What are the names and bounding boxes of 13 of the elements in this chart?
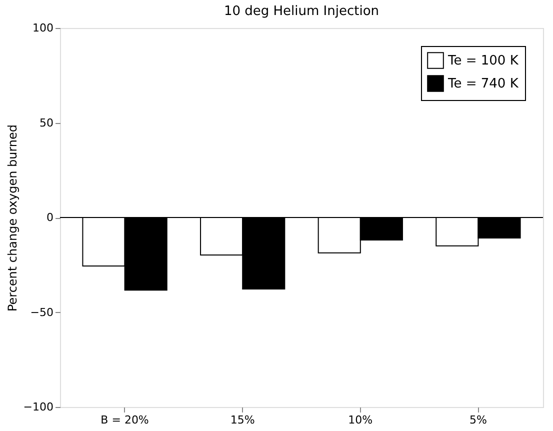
y-tick-label: 100 [32,22,54,34]
y-tick-label: 50 [40,116,54,130]
legend-label: Te = 740 K [447,76,519,92]
y-tick-label: 0 [46,211,54,224]
x-tick-label: 15% [230,414,255,426]
x-tick-label: 5% [469,414,487,426]
y-axis-title: Percent change oxygen burned [5,124,20,312]
chart-title: 10 deg Helium Injection [224,4,380,19]
y-tick-label: −50 [30,306,54,319]
y-tick-label: −100 [23,400,54,414]
x-tick-label: 10% [348,414,373,426]
legend-label: Te = 100 K [447,54,519,68]
x-tick-label: B = 20% [100,414,149,426]
